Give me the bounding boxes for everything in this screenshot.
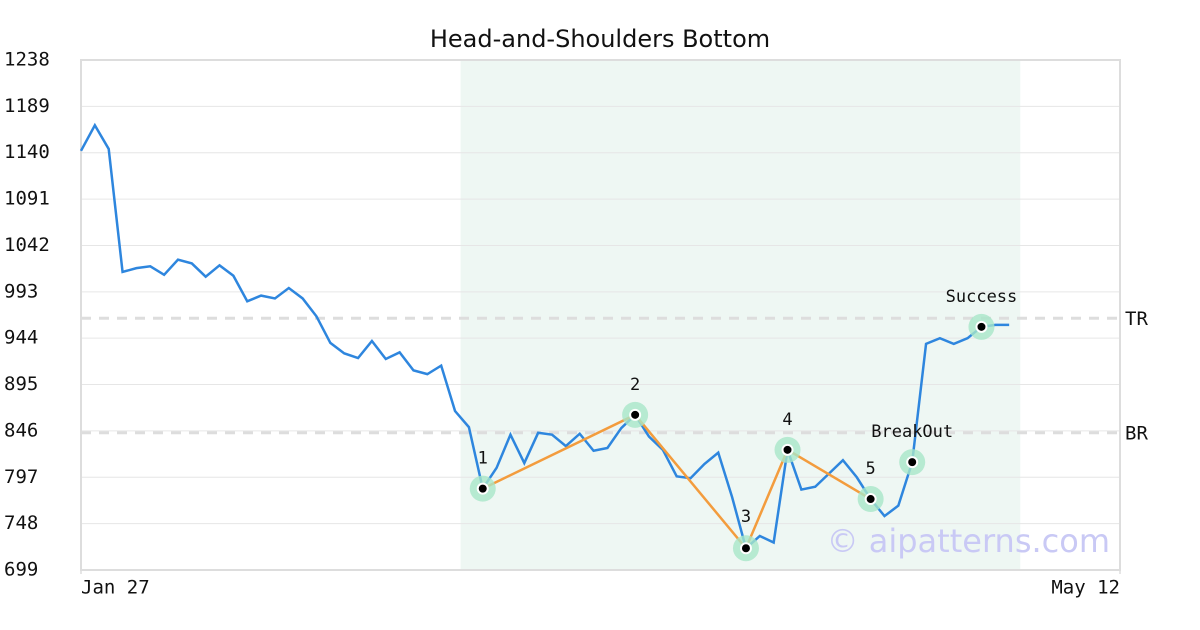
y-tick-label: 1042	[4, 234, 50, 256]
plot-frame	[80, 59, 1121, 571]
y-tick-label: 944	[4, 327, 38, 349]
pattern-point	[864, 493, 877, 506]
y-tick-label: 748	[4, 512, 38, 534]
highlight-region	[460, 60, 1021, 570]
price-line	[79, 122, 1010, 551]
x-tick-label: May 12	[1051, 577, 1120, 599]
y-tick-label: 699	[4, 559, 38, 581]
pattern-point	[975, 320, 988, 333]
x-tick-label: Jan 27	[81, 577, 150, 599]
chart-title: Head-and-Shoulders Bottom	[430, 25, 770, 53]
watermark: © aipatterns.com	[827, 522, 1110, 560]
y-tick-label: 1091	[4, 188, 50, 210]
level-label: TR	[1125, 308, 1148, 330]
pattern-label: BreakOut	[871, 422, 953, 442]
y-tick-label: 846	[4, 419, 38, 441]
y-tick-label: 1140	[4, 141, 50, 163]
pattern-point	[906, 456, 919, 469]
y-tick-label: 1238	[4, 49, 50, 71]
pattern-point	[476, 482, 489, 495]
y-tick-label: 797	[4, 466, 38, 488]
pattern-label: 5	[866, 459, 876, 479]
pattern-label: 4	[782, 410, 792, 430]
level-label: BR	[1125, 422, 1148, 444]
pattern-point	[629, 408, 642, 421]
y-tick-label: 1189	[4, 95, 50, 117]
pattern-label: 3	[741, 507, 751, 527]
pattern-point	[781, 443, 794, 456]
pattern-label: 2	[630, 375, 640, 395]
pattern-point	[739, 542, 752, 555]
y-tick-label: 993	[4, 280, 38, 302]
pattern-label: Success	[946, 287, 1018, 307]
pattern-label: 1	[478, 449, 488, 469]
y-tick-label: 895	[4, 373, 38, 395]
